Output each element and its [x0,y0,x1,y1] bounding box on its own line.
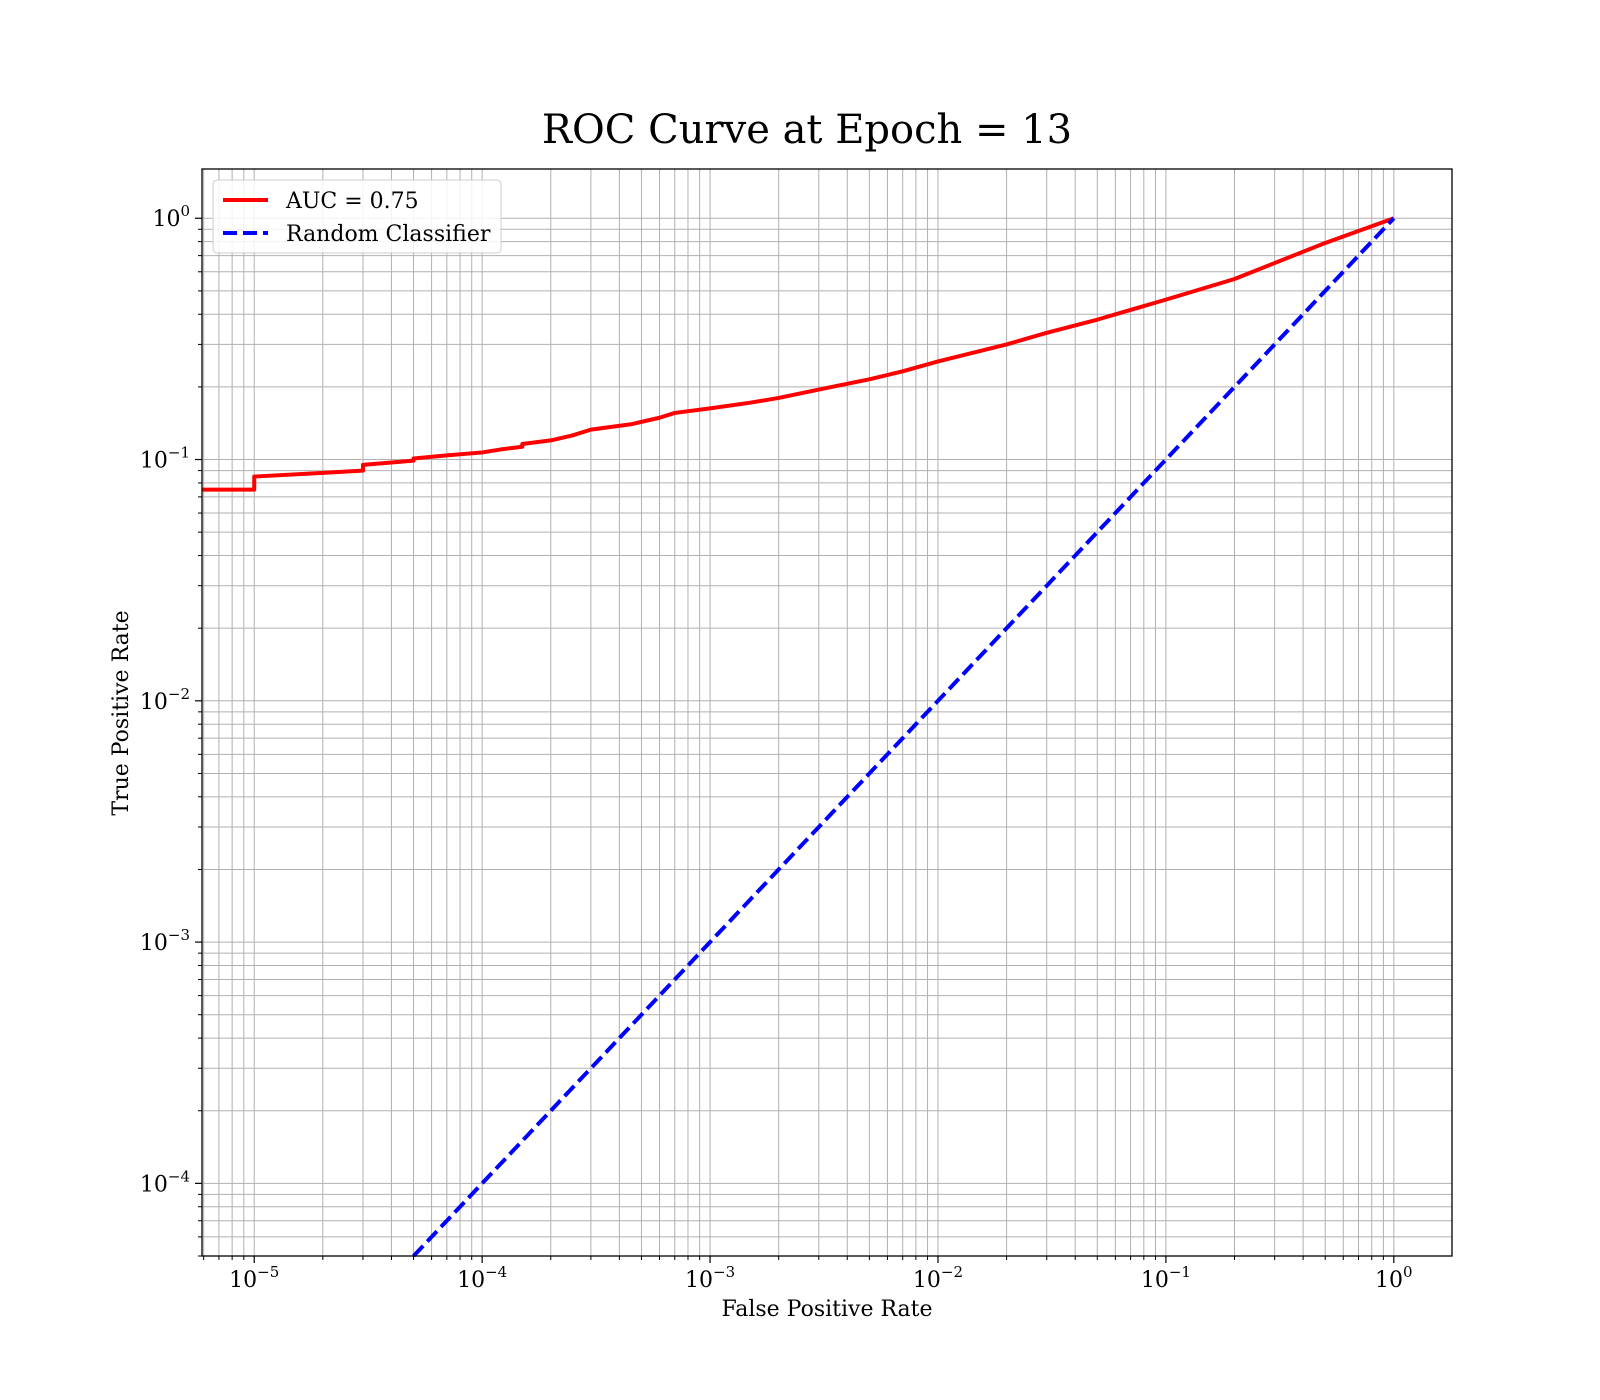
y-tick-label: 10−1 [140,444,190,474]
series-line-model [202,216,1395,492]
plot-frame [201,168,1453,1257]
x-tick-label: 10−4 [457,1263,507,1293]
y-tick-label: 100 [152,202,190,232]
plot-series [202,216,1396,1258]
legend: AUC = 0.75 Random Classifier [212,179,502,254]
y-tick-label: 10−4 [140,1167,190,1197]
axis-ticks: 10−5 10−4 10−3 10−2 10−1 100 10−4 10−3 10−2 10−1 1… [140,202,1413,1293]
series-line-random-classifier [412,216,1396,1258]
legend-box [212,179,502,254]
x-axis-label: False Positive Rate [721,1297,932,1322]
x-tick-label: 10−1 [1141,1263,1191,1293]
chart-title: ROC Curve at Epoch = 13 [542,107,1072,153]
x-tick-label: 10−2 [913,1263,963,1293]
legend-label: Random Classifier [286,222,491,247]
x-tick-label: 10−5 [229,1263,279,1293]
y-tick-label: 10−2 [140,685,190,715]
grid-lines [202,169,1452,1257]
y-axis-label: True Positive Rate [109,610,134,815]
x-tick-label: 100 [1375,1263,1413,1293]
legend-label: AUC = 0.75 [285,189,419,214]
y-tick-label: 10−3 [140,926,190,956]
x-tick-label: 10−3 [685,1263,735,1293]
